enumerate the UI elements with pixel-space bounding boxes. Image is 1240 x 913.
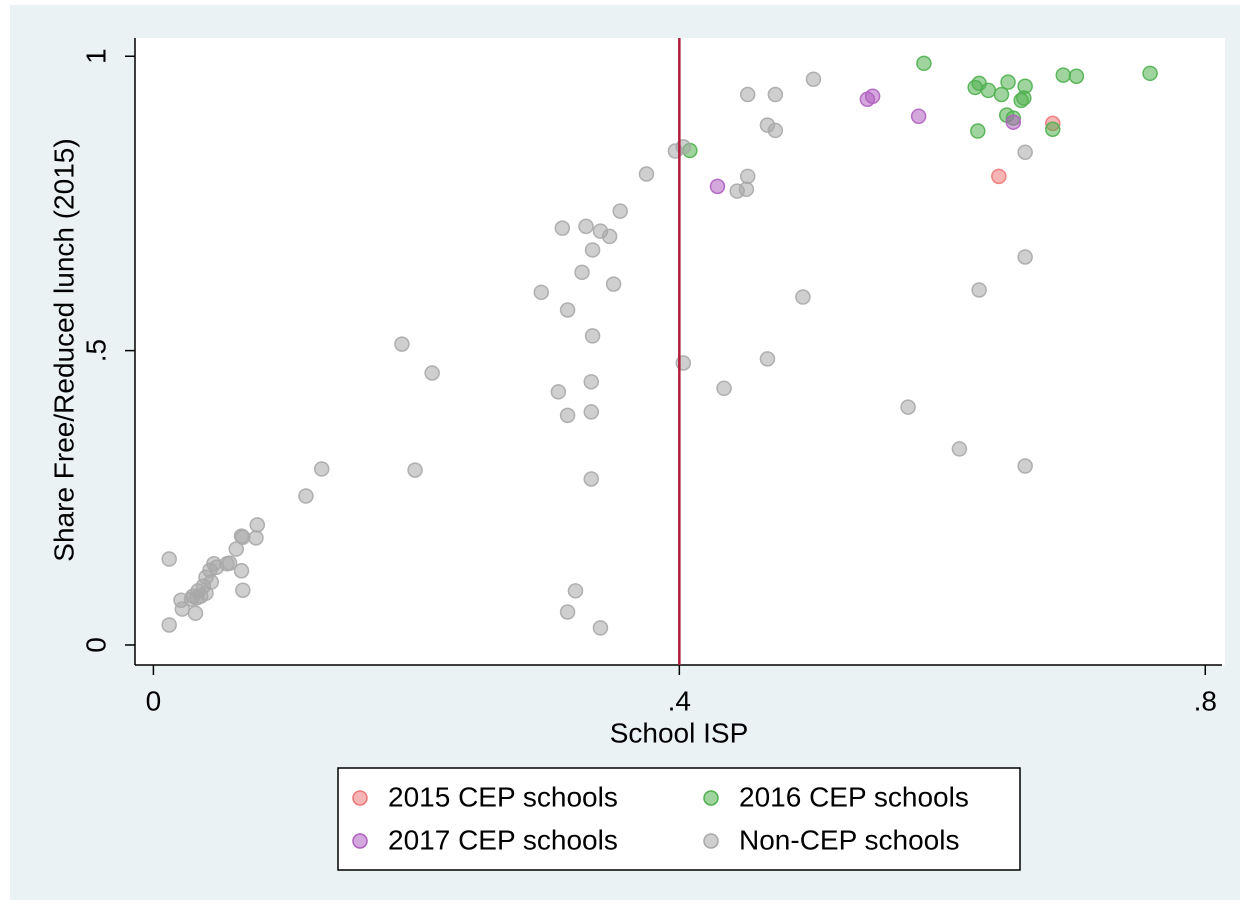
point (533, 284, 550, 301)
point (805, 71, 822, 87)
point (559, 604, 576, 620)
legend-marker (703, 790, 719, 806)
legend-label: Non-CEP schools (739, 824, 959, 855)
point (1000, 74, 1016, 90)
point (559, 407, 576, 424)
point (424, 365, 440, 381)
point (970, 123, 986, 139)
x-axis-title: School ISP (610, 717, 749, 748)
point (248, 530, 264, 546)
point (991, 168, 1007, 185)
point (161, 617, 177, 633)
point (1142, 65, 1158, 82)
point (1055, 67, 1072, 83)
point (187, 605, 204, 621)
legend-label: 2015 CEP schools (388, 781, 618, 812)
point (767, 122, 784, 139)
x-tick-label: .4 (668, 685, 691, 716)
point (407, 462, 423, 478)
point (716, 380, 732, 397)
point (174, 601, 191, 617)
point (550, 384, 567, 400)
point (1005, 114, 1022, 130)
point (729, 183, 745, 199)
point (1017, 249, 1033, 265)
point (1013, 92, 1029, 109)
legend-marker (352, 790, 368, 806)
point (638, 166, 655, 182)
point (900, 399, 916, 415)
x-tick-label: 0 (146, 685, 162, 716)
point (574, 264, 590, 281)
point (583, 471, 599, 487)
point (767, 86, 784, 103)
point (739, 86, 756, 103)
y-axis-title: Share Free/Reduced lunch (2015) (48, 138, 79, 561)
y-tick-label: 1 (80, 48, 111, 64)
point (583, 404, 599, 420)
point (612, 203, 628, 219)
point (1017, 458, 1033, 474)
point (1017, 144, 1033, 160)
point (864, 88, 881, 105)
point (559, 302, 576, 318)
legend-label: 2016 CEP schools (739, 781, 969, 812)
point (584, 328, 601, 344)
point (394, 336, 410, 352)
x-tick-label: .8 (1194, 685, 1217, 716)
point (161, 551, 177, 567)
point (1068, 68, 1085, 85)
point (592, 620, 609, 636)
legend (337, 767, 1021, 871)
point (1045, 121, 1061, 138)
point (980, 82, 997, 99)
point (916, 55, 932, 72)
point (235, 529, 251, 545)
point (601, 228, 618, 245)
point (993, 86, 1010, 103)
point (228, 541, 244, 557)
point (233, 563, 250, 579)
point (583, 374, 599, 390)
legend-label: 2017 CEP schools (388, 824, 618, 855)
y-tick-label: 0 (80, 637, 111, 653)
legend-marker (703, 833, 719, 849)
point (298, 488, 314, 504)
point (709, 178, 726, 195)
legend-marker (352, 833, 368, 849)
point (249, 517, 266, 533)
y-tick-label: .5 (80, 339, 111, 362)
point (951, 441, 968, 457)
point (605, 276, 622, 292)
point (235, 582, 251, 598)
point (313, 461, 330, 477)
point (795, 289, 811, 305)
point (739, 168, 756, 185)
point (554, 220, 571, 236)
point (584, 242, 601, 258)
point (971, 282, 987, 298)
point (578, 218, 594, 235)
point (567, 583, 584, 599)
point (910, 108, 927, 125)
point (759, 351, 776, 367)
